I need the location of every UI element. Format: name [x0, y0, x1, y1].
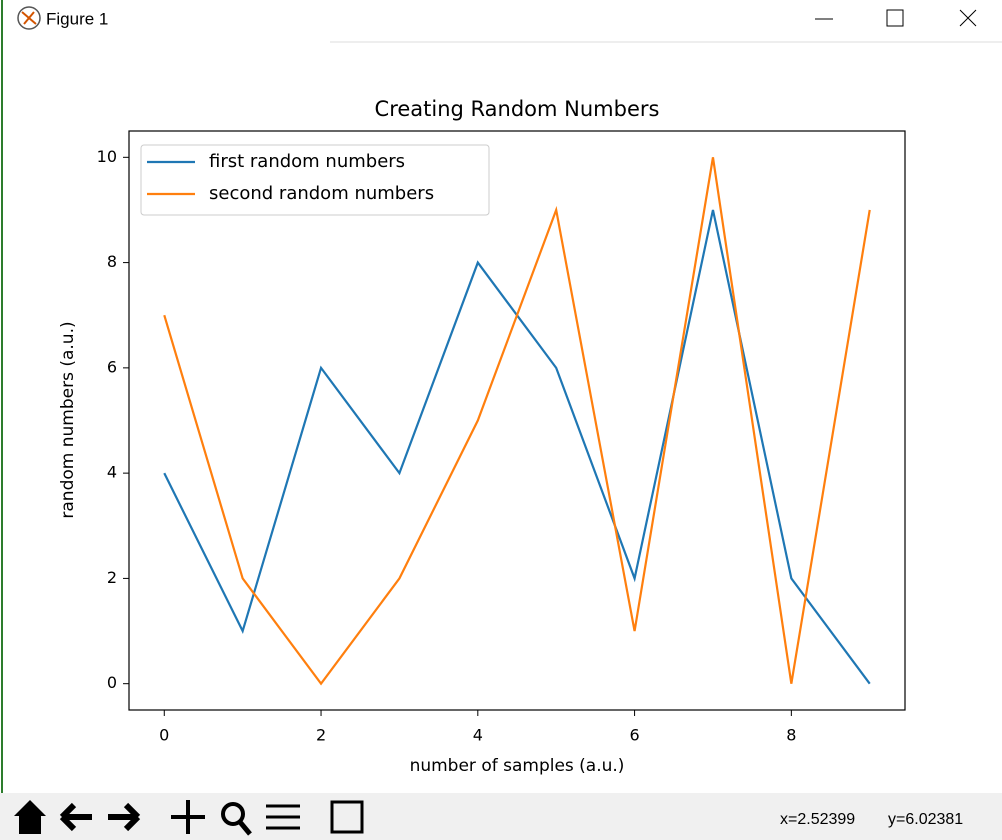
legend-box — [140, 144, 490, 216]
back-button[interactable] — [59, 802, 92, 832]
series-line — [163, 157, 871, 686]
x-tick-label: 6 — [629, 726, 639, 745]
x-tick-label: 8 — [786, 726, 796, 745]
pan-button[interactable] — [171, 800, 205, 834]
legend-label: second random numbers — [209, 183, 434, 204]
save-button[interactable] — [330, 800, 364, 834]
forward-button[interactable] — [108, 802, 141, 832]
y-tick-label: 6 — [107, 357, 117, 376]
y-tick-label: 4 — [107, 463, 117, 482]
y-tick-label: 0 — [107, 673, 117, 692]
y-axis-label: random numbers (a.u.) — [58, 321, 78, 518]
chart-title: Creating Random Numbers — [375, 97, 660, 121]
x-tick-label: 4 — [473, 726, 483, 745]
configure-button[interactable] — [266, 804, 300, 830]
y-tick-label: 2 — [107, 568, 117, 587]
status-x: x=2.52399 — [780, 811, 855, 828]
zoom-button[interactable] — [221, 802, 252, 836]
x-tick-label: 0 — [159, 726, 169, 745]
x-tick-label: 2 — [316, 726, 326, 745]
app-icon — [17, 6, 41, 30]
plot-area — [128, 130, 906, 711]
x-axis-label: number of samples (a.u.) — [410, 756, 625, 776]
plot: 0 2 4 6 8 0 2 4 6 8 10 first random numbers second r… — [97, 144, 871, 745]
close-button[interactable] — [959, 9, 977, 27]
y-tick-label: 8 — [107, 252, 117, 271]
y-tick-label: 10 — [97, 147, 117, 166]
status-y: y=6.02381 — [888, 811, 963, 828]
toolbar — [0, 793, 1002, 840]
window-title: Figure 1 — [46, 9, 108, 28]
legend-label: first random numbers — [209, 151, 405, 172]
home-button[interactable] — [14, 800, 46, 834]
maximize-button[interactable] — [886, 9, 904, 27]
